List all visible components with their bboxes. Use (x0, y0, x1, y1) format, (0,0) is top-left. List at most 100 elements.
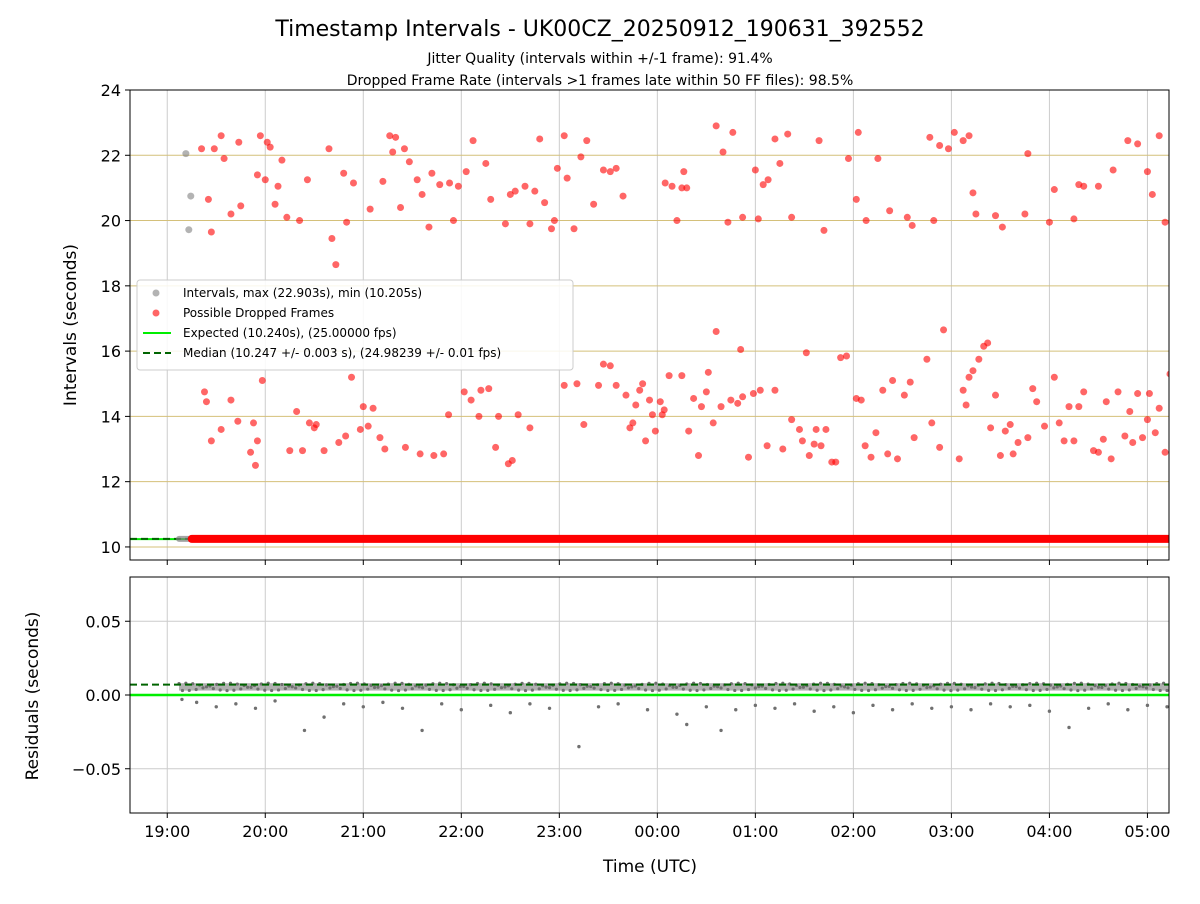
dropped-frame-point (612, 381, 620, 389)
x-tick-label: 22:00 (438, 822, 484, 841)
y-tick-label: 24 (101, 81, 121, 100)
residual-point (880, 686, 884, 690)
dropped-frame-point (622, 391, 630, 399)
residual-point (630, 685, 634, 689)
dropped-frame-point (462, 168, 470, 176)
residual-point (592, 686, 596, 690)
dropped-frame-point (1134, 140, 1142, 148)
dropped-frame-point (908, 221, 916, 229)
residual-point (180, 697, 184, 702)
residual-point (211, 687, 215, 691)
dropped-frame-point (253, 171, 261, 179)
dropped-frame-point (359, 403, 367, 411)
dropped-frame-point (867, 453, 875, 461)
dropped-frame-point (668, 182, 676, 190)
residual-point (307, 688, 311, 693)
residual-point (400, 706, 405, 710)
residual-point (897, 688, 902, 692)
residual-point (1083, 688, 1087, 692)
y-tick-label: 16 (101, 342, 121, 361)
dropped-frame-point (936, 443, 944, 451)
residual-point (695, 688, 699, 693)
dropped-frame-point (1151, 429, 1159, 437)
dropped-frame-point (256, 132, 264, 140)
legend-label: Intervals, max (22.903s), min (10.205s) (183, 286, 422, 300)
dropped-frame-point (798, 437, 806, 445)
residual-point (637, 687, 641, 691)
dropped-frame-point (1080, 388, 1088, 396)
x-tick-label: 23:00 (536, 822, 582, 841)
dropped-frame-point (820, 226, 828, 234)
residual-point (987, 688, 991, 692)
residual-point (341, 702, 346, 706)
dropped-frame-point (200, 388, 208, 396)
residual-point (472, 688, 476, 692)
dropped-frame-point (1124, 137, 1132, 145)
residual-point (1137, 684, 1142, 688)
residual-point (290, 685, 294, 689)
dropped-frame-point (563, 174, 571, 182)
residual-point (547, 685, 552, 690)
y-tick-label: 0.00 (85, 686, 121, 705)
dropped-frame-point (1033, 398, 1041, 406)
plot-data-layer (130, 122, 1169, 543)
residual-point (232, 688, 236, 692)
dropped-frame-point (356, 425, 364, 433)
dropped-frame-point (987, 424, 995, 432)
dropped-frame-point (220, 155, 228, 163)
dropped-frame-point (343, 218, 351, 226)
residual-point (935, 687, 939, 691)
residual-point (866, 688, 871, 693)
dropped-frame-point (207, 437, 215, 445)
dropped-frame-point (1107, 455, 1115, 463)
dropped-frame-point (712, 328, 720, 336)
dropped-frame-point (884, 450, 892, 458)
residual-point (459, 708, 464, 712)
dropped-frame-point (606, 168, 614, 176)
dropped-frame-point (335, 439, 343, 446)
residual-point (523, 688, 528, 693)
dropped-frame-point (1024, 434, 1032, 442)
residual-point (215, 682, 219, 686)
dropped-frame-point (996, 452, 1004, 460)
residual-point (1007, 686, 1011, 690)
residual-point (1096, 685, 1101, 689)
residual-point (234, 702, 238, 706)
residual-point (528, 702, 532, 706)
dropped-frame-point (430, 452, 438, 460)
residual-point (324, 683, 329, 687)
residual-point (270, 688, 274, 693)
dropped-frame-point (660, 406, 668, 414)
residual-point (503, 685, 507, 689)
residual-point (530, 688, 534, 692)
residual-point (331, 685, 335, 689)
dropped-frame-point (950, 128, 958, 136)
dropped-frame-point (944, 145, 952, 153)
residual-point (338, 686, 342, 691)
plot-frame (129, 89, 1170, 561)
residual-point (911, 688, 915, 692)
dropped-frame-point (526, 424, 534, 432)
dropped-frame-point (449, 217, 457, 225)
residual-point (815, 688, 819, 692)
dropped-frame-point (612, 164, 620, 172)
dropped-frame-point (1094, 182, 1102, 190)
dropped-frame-point (959, 386, 967, 394)
residual-point (510, 687, 514, 691)
residual-point (1144, 686, 1149, 690)
dropped-frame-point (477, 386, 485, 394)
dropped-frame-point (416, 450, 424, 458)
residual-point (1127, 688, 1131, 692)
dropped-frame-point (697, 403, 705, 411)
residual-point (420, 728, 424, 733)
residual-point (853, 687, 857, 692)
residual-point (650, 688, 655, 693)
dropped-frame-point (266, 143, 274, 151)
residual-point (440, 702, 444, 706)
plots-layer: 10 12 14 16 18 20 22 24 Intervals, max (22.903s)… (72, 81, 1171, 841)
residual-point (424, 683, 428, 687)
residual-point (949, 688, 953, 693)
residual-point (904, 688, 908, 693)
residual-point (681, 687, 685, 691)
residual-point (609, 681, 613, 685)
